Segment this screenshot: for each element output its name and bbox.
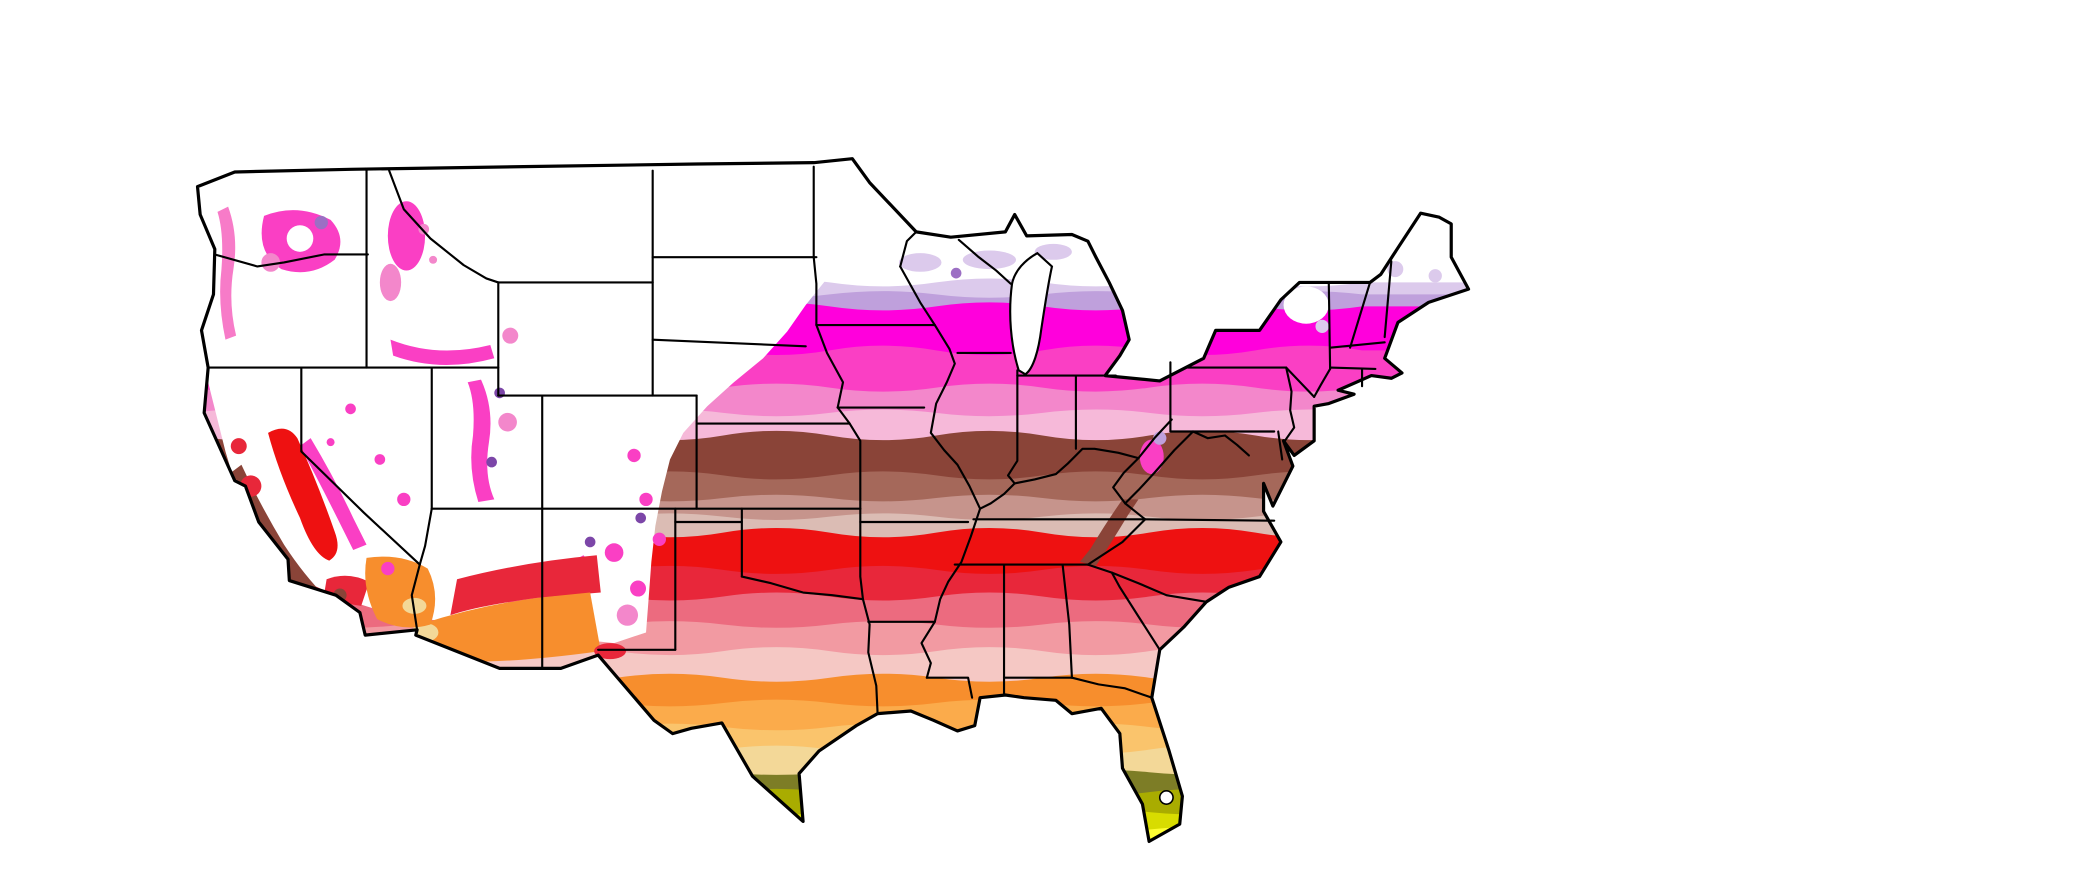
us-outline <box>195 157 1471 844</box>
legend-column-2 <box>1660 308 1783 334</box>
us-map-svg <box>195 157 1471 844</box>
legend <box>1537 296 1906 334</box>
region-band-may-07 <box>197 826 1469 842</box>
western-color-patches <box>217 201 666 662</box>
region-band-may-21 <box>197 788 1469 842</box>
color-regions <box>197 158 1469 842</box>
lake-okeechobee <box>1158 790 1174 805</box>
lake-michigan <box>1009 251 1054 376</box>
region-band-jun-11 <box>197 723 1469 842</box>
region-band-may-14 <box>197 809 1469 842</box>
legend-column-3 <box>1783 308 1906 334</box>
legend-columns <box>1537 308 1906 334</box>
region-band-jun-04 <box>197 745 1469 842</box>
legend-swatch <box>1783 311 1804 332</box>
legend-entry <box>1660 308 1783 334</box>
state-borders <box>207 165 1393 715</box>
legend-column-1 <box>1537 308 1660 334</box>
legend-entry <box>1783 308 1906 334</box>
legend-swatch <box>1660 311 1681 332</box>
region-band-may-28 <box>197 769 1469 842</box>
us-map <box>188 156 1498 888</box>
